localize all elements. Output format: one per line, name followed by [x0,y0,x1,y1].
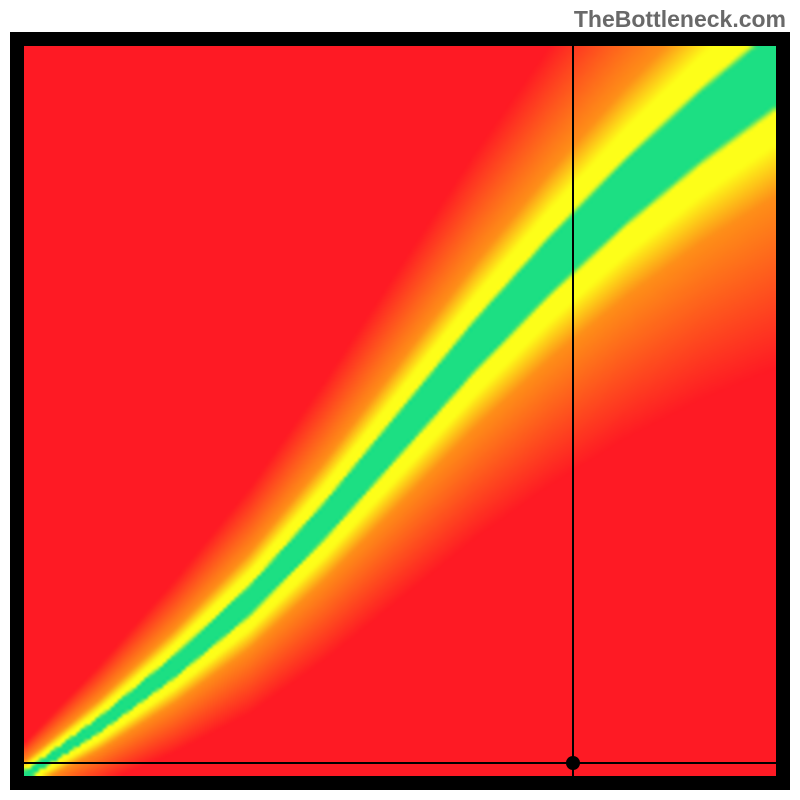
crosshair-vertical [572,46,574,776]
bottleneck-heatmap [24,46,776,776]
crosshair-horizontal [24,762,776,764]
selection-marker-dot [566,756,580,770]
attribution-text: TheBottleneck.com [574,6,786,33]
